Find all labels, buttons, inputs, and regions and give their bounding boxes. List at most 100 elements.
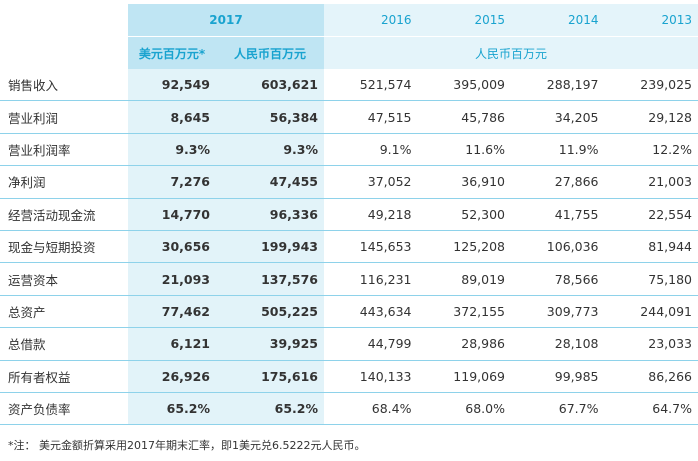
header-unit-corner (0, 36, 128, 69)
table-row: 总资产 77,462 505,225 443,634 372,155 309,773 244… (0, 295, 698, 329)
value-2016: 116,231 (324, 262, 418, 296)
value-2017-rmb: 96,336 (216, 198, 324, 231)
value-2015: 125,208 (417, 230, 511, 264)
value-2017-usd: 14,770 (128, 198, 216, 231)
value-2015: 52,300 (417, 198, 511, 231)
value-2016: 521,574 (324, 69, 418, 102)
value-2017-usd: 30,656 (128, 230, 216, 264)
value-2015: 28,986 (417, 327, 511, 361)
header-year-2014: 2014 (511, 4, 605, 37)
header-unit-usd: 美元百万元* (128, 36, 216, 69)
table-body: 销售收入 92,549 603,621 521,574 395,009 288,197 23… (0, 69, 698, 426)
row-label: 总借款 (0, 327, 128, 361)
row-label: 总资产 (0, 295, 128, 329)
value-2017-usd: 8,645 (128, 100, 216, 134)
value-2013: 64.7% (604, 392, 698, 426)
header-unit-rmb-history: 人民币百万元 (324, 36, 698, 69)
value-2015: 68.0% (417, 392, 511, 426)
value-2016: 68.4% (324, 392, 418, 426)
value-2017-rmb: 39,925 (216, 327, 324, 361)
value-2017-rmb: 603,621 (216, 69, 324, 102)
value-2013: 23,033 (604, 327, 698, 361)
value-2016: 44,799 (324, 327, 418, 361)
value-2014: 106,036 (511, 230, 605, 264)
value-2016: 145,653 (324, 230, 418, 264)
header-year-2017: 2017 (128, 4, 324, 37)
value-2015: 45,786 (417, 100, 511, 134)
value-2017-usd: 26,926 (128, 360, 216, 393)
value-2015: 372,155 (417, 295, 511, 329)
value-2015: 119,069 (417, 360, 511, 393)
value-2017-rmb: 137,576 (216, 262, 324, 296)
value-2016: 49,218 (324, 198, 418, 231)
value-2013: 21,003 (604, 165, 698, 199)
value-2016: 9.1% (324, 133, 418, 167)
header-unit-rmb-2017: 人民币百万元 (216, 36, 324, 69)
value-2014: 67.7% (511, 392, 605, 426)
row-label: 营业利润 (0, 100, 128, 134)
value-2015: 11.6% (417, 133, 511, 167)
row-label: 所有者权益 (0, 360, 128, 393)
value-2013: 81,944 (604, 230, 698, 264)
row-label: 经营活动现金流 (0, 198, 128, 231)
table-row: 营业利润 8,645 56,384 47,515 45,786 34,205 29,128 (0, 100, 698, 134)
value-2013: 239,025 (604, 69, 698, 102)
row-label: 净利润 (0, 165, 128, 199)
value-2014: 78,566 (511, 262, 605, 296)
value-2013: 244,091 (604, 295, 698, 329)
value-2015: 395,009 (417, 69, 511, 102)
value-2017-usd: 21,093 (128, 262, 216, 296)
value-2017-usd: 77,462 (128, 295, 216, 329)
value-2017-rmb: 47,455 (216, 165, 324, 199)
table-row: 运营资本 21,093 137,576 116,231 89,019 78,566 75,1… (0, 262, 698, 296)
value-2017-usd: 9.3% (128, 133, 216, 167)
row-label: 运营资本 (0, 262, 128, 296)
value-2014: 27,866 (511, 165, 605, 199)
value-2017-rmb: 56,384 (216, 100, 324, 134)
value-2013: 12.2% (604, 133, 698, 167)
value-2017-rmb: 505,225 (216, 295, 324, 329)
row-label: 现金与短期投资 (0, 230, 128, 264)
value-2013: 86,266 (604, 360, 698, 393)
value-2016: 140,133 (324, 360, 418, 393)
value-2017-rmb: 175,616 (216, 360, 324, 393)
value-2014: 288,197 (511, 69, 605, 102)
value-2015: 89,019 (417, 262, 511, 296)
row-label: 营业利润率 (0, 133, 128, 167)
value-2013: 75,180 (604, 262, 698, 296)
table-row: 现金与短期投资 30,656 199,943 145,653 125,208 106,03… (0, 230, 698, 264)
table-row: 资产负债率 65.2% 65.2% 68.4% 68.0% 67.7% 64.7% (0, 392, 698, 426)
value-2014: 28,108 (511, 327, 605, 361)
row-label: 资产负债率 (0, 392, 128, 426)
value-2014: 99,985 (511, 360, 605, 393)
header-year-2015: 2015 (417, 4, 511, 37)
row-label: 销售收入 (0, 69, 128, 102)
value-2014: 309,773 (511, 295, 605, 329)
value-2014: 34,205 (511, 100, 605, 134)
header-corner (0, 4, 128, 37)
value-2016: 37,052 (324, 165, 418, 199)
value-2017-rmb: 65.2% (216, 392, 324, 426)
value-2014: 41,755 (511, 198, 605, 231)
value-2016: 47,515 (324, 100, 418, 134)
header-year-2016: 2016 (324, 4, 418, 37)
table-row: 销售收入 92,549 603,621 521,574 395,009 288,197 23… (0, 69, 698, 102)
value-2017-usd: 65.2% (128, 392, 216, 426)
footnote: *注： 美元金额折算采用2017年期末汇率，即1美元兑6.5222元人民币。 (8, 439, 366, 452)
value-2017-usd: 92,549 (128, 69, 216, 102)
financial-summary-table: 2017 2016 2015 2014 2013 美元百万元* 人民币百万元 人… (0, 4, 698, 426)
table-row: 经营活动现金流 14,770 96,336 49,218 52,300 41,755 22,… (0, 198, 698, 231)
value-2017-usd: 6,121 (128, 327, 216, 361)
table-row: 营业利润率 9.3% 9.3% 9.1% 11.6% 11.9% 12.2% (0, 133, 698, 167)
value-2016: 443,634 (324, 295, 418, 329)
value-2017-rmb: 199,943 (216, 230, 324, 264)
value-2013: 22,554 (604, 198, 698, 231)
table-row: 净利润 7,276 47,455 37,052 36,910 27,866 21,003 (0, 165, 698, 199)
header-year-2013: 2013 (604, 4, 698, 37)
value-2013: 29,128 (604, 100, 698, 134)
header-unit-row: 美元百万元* 人民币百万元 人民币百万元 (0, 36, 698, 69)
value-2015: 36,910 (417, 165, 511, 199)
value-2017-rmb: 9.3% (216, 133, 324, 167)
value-2017-usd: 7,276 (128, 165, 216, 199)
table-row: 总借款 6,121 39,925 44,799 28,986 28,108 23,033 (0, 327, 698, 361)
